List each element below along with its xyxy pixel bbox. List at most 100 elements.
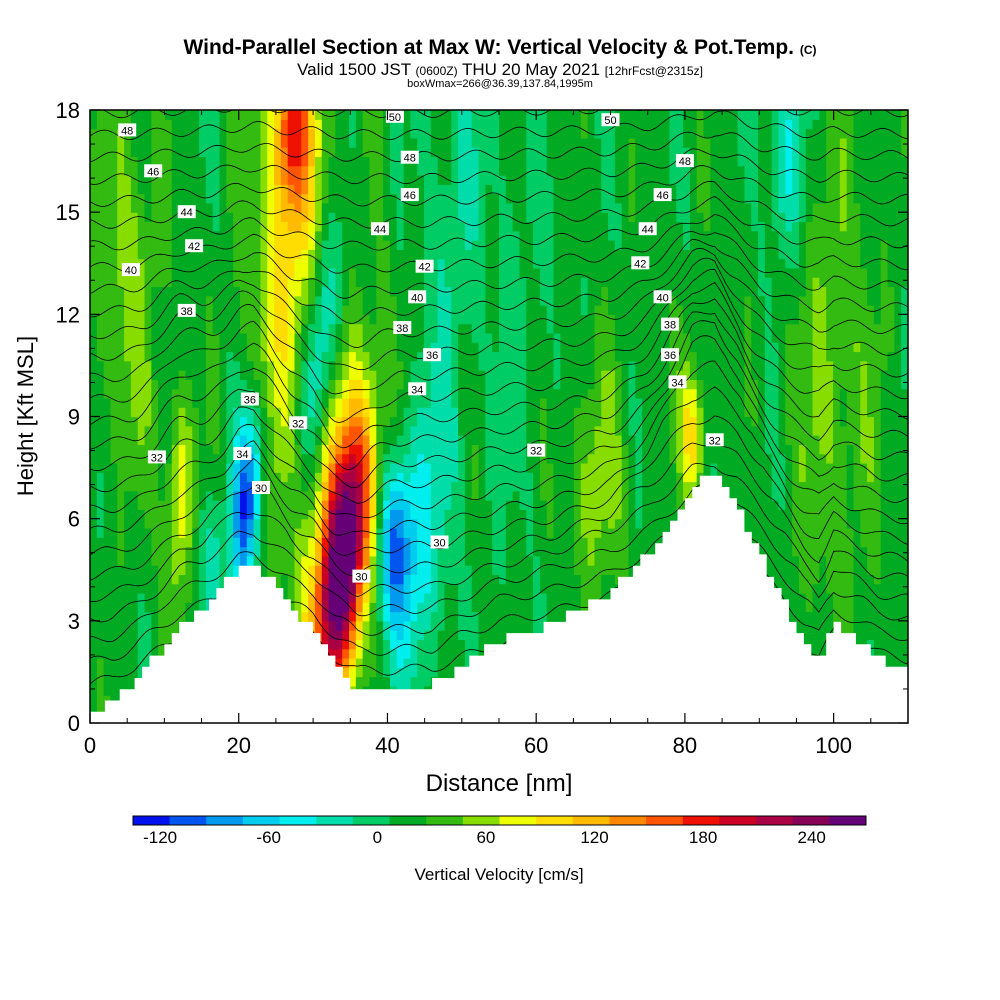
field-cell xyxy=(335,351,343,362)
field-cell xyxy=(151,370,159,380)
field-cell xyxy=(880,574,889,585)
field-cell xyxy=(621,555,630,566)
field-cell xyxy=(669,397,677,408)
field-cell xyxy=(880,592,889,603)
field-cell xyxy=(764,509,773,520)
field-cell xyxy=(389,546,398,557)
field-cell xyxy=(96,657,105,668)
field-cell xyxy=(144,444,152,455)
field-cell xyxy=(751,444,759,455)
field-cell xyxy=(798,360,807,371)
field-cell xyxy=(798,388,807,399)
field-cell xyxy=(839,397,848,408)
field-cell xyxy=(880,565,889,575)
field-cell xyxy=(403,462,411,473)
field-cell xyxy=(471,565,480,575)
field-cell xyxy=(308,407,316,418)
field-cell xyxy=(355,648,364,659)
field-cell xyxy=(417,462,425,473)
field-cell xyxy=(873,630,882,641)
field-cell xyxy=(546,537,555,548)
field-cell xyxy=(587,555,596,566)
field-cell xyxy=(362,620,371,631)
field-cell xyxy=(492,490,500,501)
field-cell xyxy=(96,546,105,557)
field-cell xyxy=(478,639,486,650)
field-cell xyxy=(771,481,780,492)
field-cell xyxy=(444,397,452,408)
field-cell xyxy=(212,527,221,538)
field-cell xyxy=(539,490,548,501)
field-cell xyxy=(567,509,575,520)
field-cell xyxy=(369,592,377,603)
field-cell xyxy=(873,416,882,427)
field-cell xyxy=(328,592,336,603)
field-cell xyxy=(621,481,630,492)
field-cell xyxy=(744,435,752,445)
field-cell xyxy=(110,379,118,390)
field-cell xyxy=(798,351,807,362)
field-cell xyxy=(785,342,793,353)
field-cell xyxy=(96,518,105,529)
field-cell xyxy=(389,379,398,390)
field-cell xyxy=(573,518,582,529)
field-cell xyxy=(499,583,507,594)
field-cell xyxy=(573,565,582,575)
field-cell xyxy=(342,574,350,585)
field-cell xyxy=(580,388,589,399)
field-cell xyxy=(758,509,766,520)
field-cell xyxy=(798,602,807,613)
field-cell xyxy=(362,602,371,613)
field-cell xyxy=(355,425,364,436)
field-cell xyxy=(90,583,98,594)
field-cell xyxy=(437,657,446,668)
field-cell xyxy=(812,388,820,399)
field-cell xyxy=(308,360,316,371)
field-cell xyxy=(308,527,316,538)
field-cell xyxy=(839,574,848,585)
field-cell xyxy=(594,397,602,408)
field-cell xyxy=(287,360,296,371)
field-cell xyxy=(396,537,405,548)
field-cell xyxy=(335,360,343,371)
field-cell xyxy=(812,360,820,371)
field-cell xyxy=(287,370,296,380)
field-cell xyxy=(342,425,350,436)
field-cell xyxy=(164,555,173,566)
field-cell xyxy=(894,574,902,585)
field-cell xyxy=(689,379,698,390)
field-cell xyxy=(580,518,589,529)
field-cell xyxy=(260,435,268,445)
field-cell xyxy=(410,416,418,427)
field-cell xyxy=(185,490,193,501)
field-cell xyxy=(171,416,180,427)
field-cell xyxy=(826,444,834,455)
field-cell xyxy=(689,472,698,483)
field-cell xyxy=(369,342,377,353)
field-cell xyxy=(212,397,221,408)
field-cell xyxy=(164,351,173,362)
field-cell xyxy=(703,407,711,418)
field-cell xyxy=(274,397,282,408)
field-cell xyxy=(744,342,752,353)
field-cell xyxy=(383,416,391,427)
field-cell xyxy=(751,537,759,548)
field-cell xyxy=(103,592,112,603)
field-cell xyxy=(737,481,745,492)
field-cell xyxy=(260,565,268,575)
field-cell xyxy=(580,500,589,510)
field-cell xyxy=(355,602,364,613)
field-cell xyxy=(103,472,112,483)
field-cell xyxy=(389,388,398,399)
field-cell xyxy=(819,639,827,650)
field-cell xyxy=(648,472,657,483)
field-cell xyxy=(730,435,739,445)
field-cell xyxy=(164,453,173,464)
field-cell xyxy=(103,481,112,492)
field-cell xyxy=(853,583,861,594)
field-cell xyxy=(648,425,657,436)
field-cell xyxy=(539,379,548,390)
field-cell xyxy=(417,407,425,418)
field-cell xyxy=(519,565,527,575)
field-cell xyxy=(437,370,446,380)
